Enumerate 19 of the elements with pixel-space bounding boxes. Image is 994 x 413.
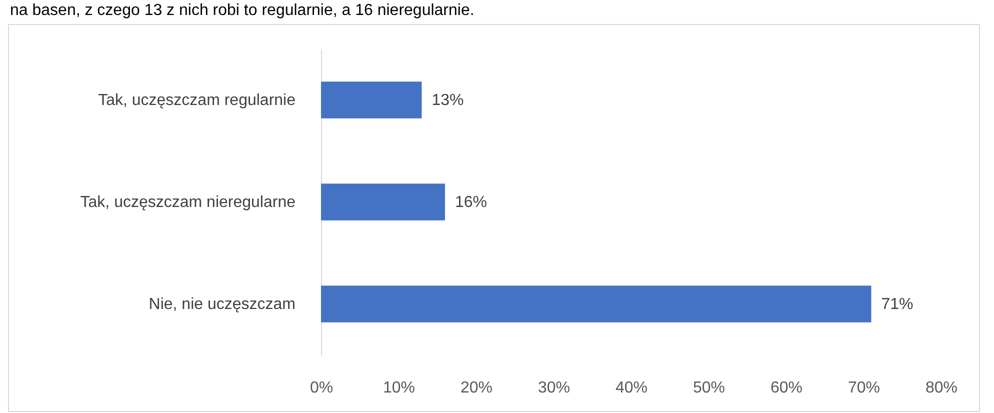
data-label: 16% bbox=[455, 194, 488, 211]
y-tick-label: Tak, uczęszczam regularnie bbox=[98, 92, 296, 109]
x-tick-label: 40% bbox=[615, 380, 648, 396]
y-tick-label: Tak, uczęszczam nieregularne bbox=[80, 194, 296, 211]
text: na basen, z czego 13 z nich robi to regularnie, a 16 nieregularnie. bbox=[9, 1, 476, 21]
bar bbox=[321, 82, 422, 118]
data-label: 71% bbox=[881, 296, 914, 313]
y-tick-label: Nie, nie uczęszczam bbox=[148, 296, 296, 313]
data-label: 13% bbox=[432, 92, 464, 109]
x-tick-label: 0% bbox=[310, 380, 334, 396]
x-tick-label: 70% bbox=[848, 380, 880, 396]
x-tick-label: 30% bbox=[538, 380, 570, 396]
bar bbox=[321, 286, 872, 322]
x-tick-label: 10% bbox=[382, 380, 416, 396]
x-tick-label: 50% bbox=[692, 380, 726, 396]
x-tick-label: 60% bbox=[770, 380, 803, 396]
x-tick-label: 20% bbox=[460, 380, 493, 396]
x-tick-label: 80% bbox=[925, 380, 958, 396]
bar bbox=[321, 184, 445, 220]
